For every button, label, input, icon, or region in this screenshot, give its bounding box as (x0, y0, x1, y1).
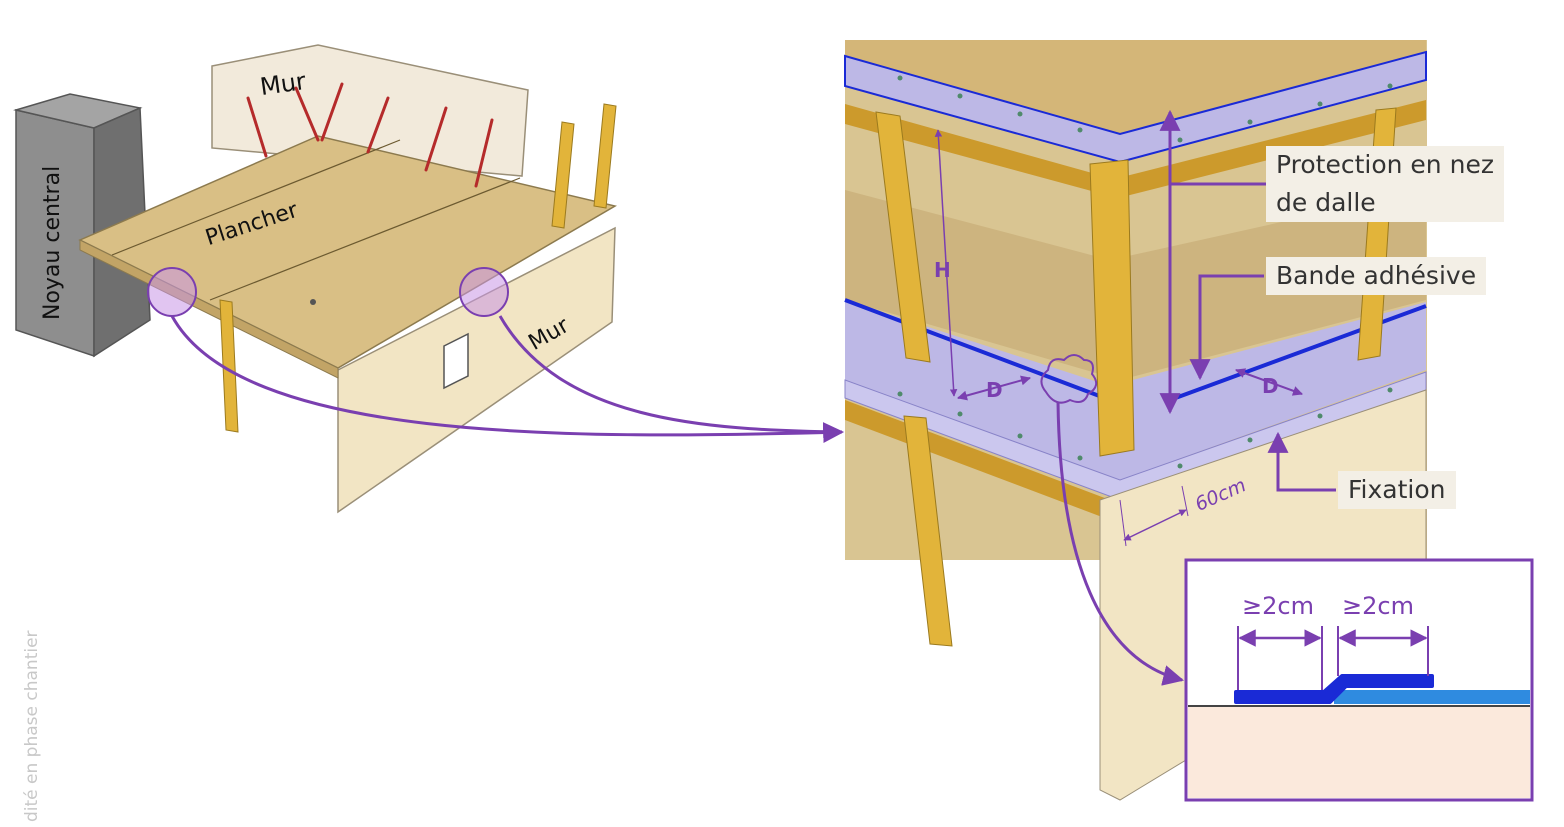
d-right-label: D (1262, 374, 1279, 398)
upper-slab-top (845, 40, 1426, 150)
d-dimension-right (1235, 368, 1303, 396)
upper-protection (844, 50, 1427, 164)
detail-inset (1184, 558, 1534, 802)
height-dimension (934, 129, 958, 397)
lower-protection (845, 300, 1426, 480)
side-watermark-text: dité en phase chantier (22, 630, 42, 822)
overlap-right-label: ≥2cm (1342, 592, 1414, 620)
dark-tape (1234, 674, 1434, 704)
protection-callout: Protection en nez de dalle (1266, 146, 1504, 222)
d-dimension-left (957, 375, 1031, 401)
post-upper-1 (875, 111, 931, 363)
highlight-circle-left (147, 267, 197, 317)
connector-arrow-right (498, 315, 843, 434)
post-right-1 (551, 121, 575, 229)
protection-callout-line1: Protection en nez (1276, 150, 1494, 179)
left-floor-diagram (13, 44, 845, 514)
overlap-left-label: ≥2cm (1242, 592, 1314, 620)
fixation-leader (1267, 431, 1336, 492)
upper-beam-left (845, 104, 1110, 196)
fixation-callout: Fixation (1338, 471, 1456, 509)
detail-cloud-marker (1040, 354, 1098, 404)
protection-callout-line2: de dalle (1276, 188, 1376, 217)
d-left-label: D (986, 378, 1003, 402)
detail-arrow (1056, 401, 1185, 686)
height-label: H (934, 258, 951, 282)
noyau-central-label: Noyau central (40, 165, 65, 320)
wall-window (443, 332, 469, 390)
right-slab-diagram (844, 40, 1427, 801)
bande-callout: Bande adhésive (1266, 257, 1487, 295)
light-tape (1334, 690, 1530, 704)
bande-leader (1189, 274, 1264, 381)
highlight-circle-right (459, 267, 509, 317)
connector-arrow-left (170, 315, 845, 444)
wall-struts (246, 82, 494, 188)
post-upper-2 (1089, 159, 1135, 457)
front-wall (337, 226, 616, 514)
post-left (219, 299, 239, 433)
spacing-dimension (1123, 509, 1187, 541)
floor-slab-edge (79, 239, 339, 379)
fixation-dots (897, 75, 1393, 469)
floor-below (845, 190, 1426, 380)
post-lower-1 (903, 415, 953, 647)
back-wall (211, 44, 529, 177)
post-right-2 (593, 103, 617, 209)
